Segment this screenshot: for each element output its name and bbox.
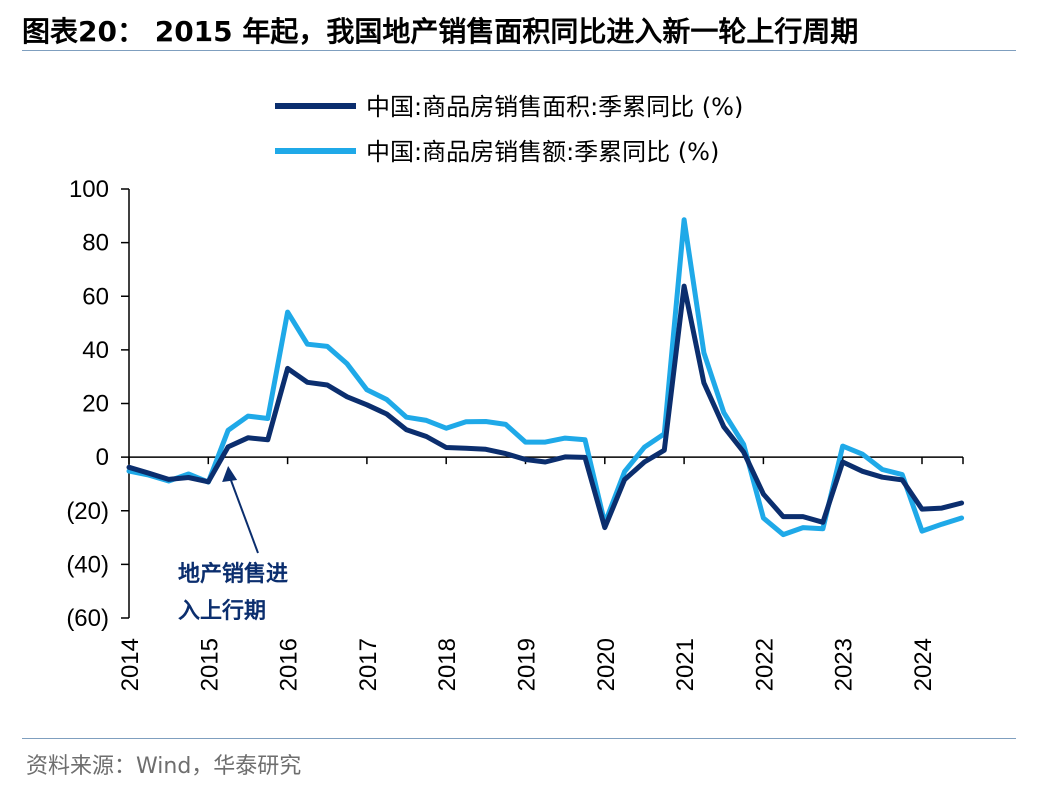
legend-label-1: 中国:商品房销售面积:季累同比 (%) [366,93,743,121]
x-tick-label: 2016 [276,638,303,691]
x-tick-label: 2014 [117,638,144,691]
x-tick-label: 2015 [196,638,223,691]
y-tick-label: (60) [66,605,109,632]
x-tick-label: 2019 [514,638,541,691]
x-tick-label: 2024 [910,638,937,691]
x-axis: 2014 2015 2016 2017 2018 2019 2020 2021 2022 2023… [117,456,964,691]
series-line-2 [126,217,965,538]
bottom-rule [22,738,1016,739]
top-rule [22,50,1016,51]
annotation-text-1: 地产销售进 [178,561,288,587]
y-axis: 100 80 60 40 20 0 (20) (40) (60) [66,176,130,632]
series-layer [126,217,965,538]
chart-legend: 中国:商品房销售面积:季累同比 (%) 中国:商品房销售额:季累同比 (%) [275,93,743,166]
y-tick-label: 40 [82,337,109,364]
y-tick-label: (20) [66,498,109,525]
legend-label-2: 中国:商品房销售额:季累同比 (%) [366,138,719,166]
y-tick-label: 80 [82,230,109,257]
x-tick-label: 2018 [434,638,461,691]
y-tick-label: 0 [96,444,109,471]
x-tick-label: 2020 [593,638,620,691]
annotation-arrow-head [222,466,238,482]
y-tick-label: (40) [66,551,109,578]
x-tick-label: 2017 [355,638,382,691]
y-tick-label: 100 [69,176,109,203]
annotation-text-2: 入上行期 [178,598,266,624]
y-tick-label: 60 [82,283,109,310]
x-tick-label: 2022 [751,638,778,691]
x-tick-label: 2023 [831,638,858,691]
chart-title: 图表20： 2015 年起，我国地产销售面积同比进入新一轮上行周期 [22,15,859,48]
x-tick-label: 2021 [672,638,699,691]
source-note: 资料来源：Wind，华泰研究 [26,754,302,779]
series-line-1 [126,283,965,531]
y-tick-label: 20 [82,391,109,418]
annotation-arrow-line [229,477,259,554]
